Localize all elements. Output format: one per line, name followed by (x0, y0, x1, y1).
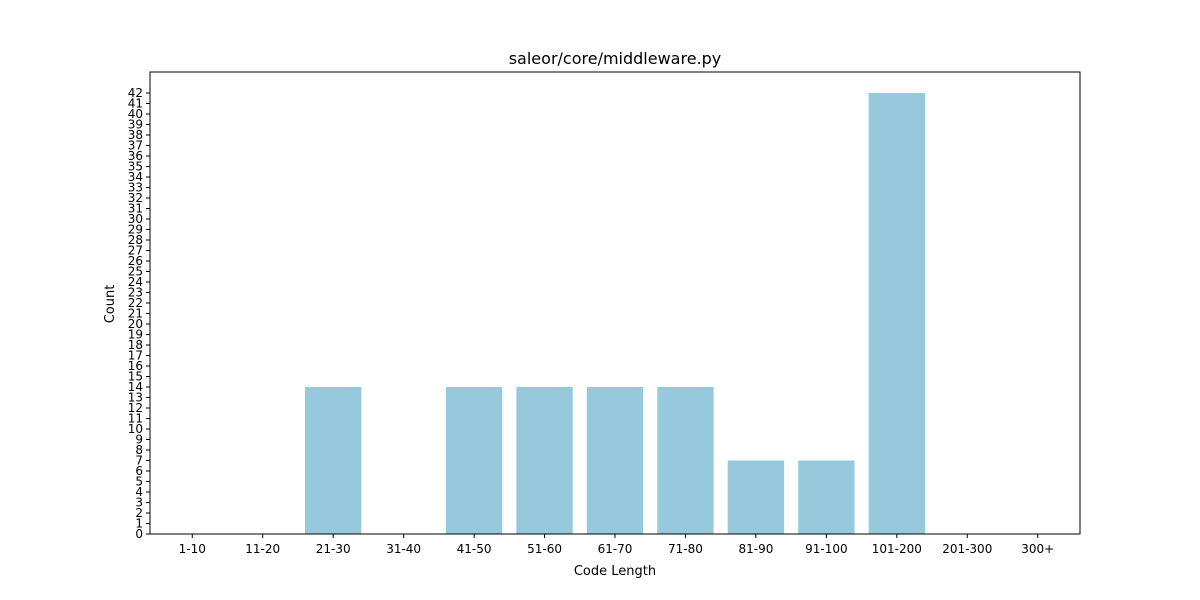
y-tick-label: 12 (128, 401, 143, 415)
y-tick-label: 33 (128, 181, 143, 195)
y-tick-label: 0 (135, 527, 143, 541)
y-tick-label: 29 (128, 223, 143, 237)
bar-41-50 (445, 387, 503, 534)
y-tick-label: 22 (128, 296, 143, 310)
x-tick-label: 11-20 (245, 542, 280, 556)
x-tick-label: 21-30 (316, 542, 351, 556)
y-tick-label: 42 (128, 86, 143, 100)
x-tick-label: 61-70 (598, 542, 633, 556)
y-tick-label: 19 (128, 328, 143, 342)
x-tick-label: 71-80 (668, 542, 703, 556)
y-tick-label: 3 (135, 496, 143, 510)
y-tick-label: 14 (128, 380, 143, 394)
y-tick-label: 25 (128, 265, 143, 279)
bar-91-100 (798, 460, 855, 534)
y-tick-label: 31 (128, 202, 143, 216)
bar-61-70 (586, 387, 644, 534)
x-tick-label: 201-300 (942, 542, 992, 556)
x-tick-label: 101-200 (872, 542, 922, 556)
y-tick-label: 39 (128, 118, 143, 132)
bar-21-30 (305, 387, 362, 534)
y-tick-label: 8 (135, 443, 143, 457)
y-tick-label: 40 (128, 107, 143, 121)
y-tick-label: 7 (135, 454, 143, 468)
y-tick-label: 37 (128, 139, 143, 153)
y-tick-label: 9 (135, 433, 143, 447)
y-tick-label: 6 (135, 464, 143, 478)
y-tick-label: 38 (128, 128, 143, 142)
x-tick-label: 91-100 (805, 542, 848, 556)
y-tick-label: 23 (128, 286, 143, 300)
y-tick-label: 21 (128, 307, 143, 321)
y-axis: 0123456789101112131415161718192021222324… (128, 86, 150, 541)
y-axis-label: Count (103, 285, 118, 324)
y-tick-label: 32 (128, 191, 143, 205)
y-tick-label: 30 (128, 212, 143, 226)
y-tick-label: 16 (128, 359, 143, 373)
y-tick-label: 11 (128, 412, 143, 426)
chart-title: saleor/core/middleware.py (509, 49, 722, 68)
y-tick-label: 10 (128, 422, 143, 436)
y-tick-label: 26 (128, 254, 143, 268)
y-tick-label: 35 (128, 160, 143, 174)
bar-101-200 (868, 93, 925, 534)
bar-81-90 (727, 460, 785, 534)
y-tick-label: 27 (128, 244, 143, 258)
y-tick-label: 36 (128, 149, 143, 163)
x-tick-label: 31-40 (386, 542, 421, 556)
x-tick-label: 51-60 (527, 542, 562, 556)
x-axis-label: Code Length (574, 564, 656, 579)
x-tick-label: 300+ (1021, 542, 1054, 556)
bars-group (305, 93, 925, 534)
y-tick-label: 1 (135, 517, 143, 531)
y-tick-label: 4 (135, 485, 143, 499)
y-tick-label: 18 (128, 338, 143, 352)
y-tick-label: 24 (128, 275, 143, 289)
y-tick-label: 2 (135, 506, 143, 520)
x-tick-label: 41-50 (457, 542, 492, 556)
x-axis: 1-10 11-20 21-30 31-40 41-50 51-60 61-70 71-80 8… (179, 534, 1054, 556)
x-tick-label: 81-90 (738, 542, 773, 556)
y-tick-label: 13 (128, 391, 143, 405)
y-tick-label: 20 (128, 317, 143, 331)
bar-71-80 (657, 387, 714, 534)
x-tick-label: 1-10 (179, 542, 206, 556)
y-tick-label: 17 (128, 349, 143, 363)
y-tick-label: 5 (135, 475, 143, 489)
y-tick-label: 15 (128, 370, 143, 384)
y-tick-label: 28 (128, 233, 143, 247)
y-tick-label: 41 (128, 97, 143, 111)
y-tick-label: 34 (128, 170, 143, 184)
bar-51-60 (516, 387, 573, 534)
